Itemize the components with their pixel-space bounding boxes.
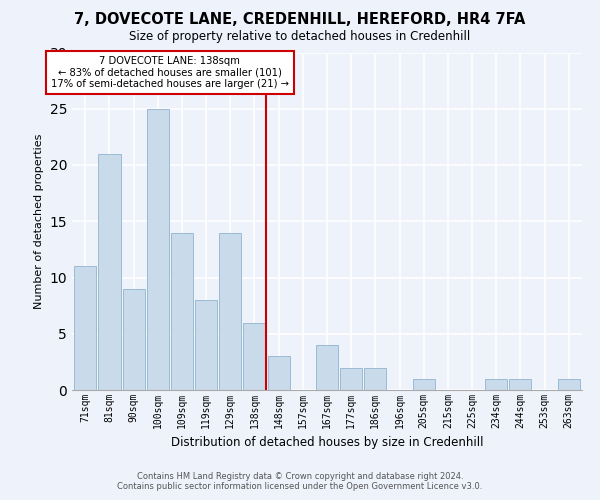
Bar [195,300,217,390]
Bar [98,154,121,390]
Bar [316,345,338,390]
Bar [219,232,241,390]
Text: 7 DOVECOTE LANE: 138sqm
← 83% of detached houses are smaller (101)
17% of semi-d: 7 DOVECOTE LANE: 138sqm ← 83% of detache… [51,56,289,90]
Bar [146,109,169,390]
Bar [557,379,580,390]
Bar [171,232,193,390]
X-axis label: Distribution of detached houses by size in Credenhill: Distribution of detached houses by size … [171,436,483,450]
Bar [340,368,362,390]
Bar [413,379,435,390]
Y-axis label: Number of detached properties: Number of detached properties [34,134,44,309]
Text: Size of property relative to detached houses in Credenhill: Size of property relative to detached ho… [130,30,470,43]
Bar [509,379,532,390]
Text: Contains HM Land Registry data © Crown copyright and database right 2024.
Contai: Contains HM Land Registry data © Crown c… [118,472,482,491]
Bar [244,322,266,390]
Text: 7, DOVECOTE LANE, CREDENHILL, HEREFORD, HR4 7FA: 7, DOVECOTE LANE, CREDENHILL, HEREFORD, … [74,12,526,28]
Bar [364,368,386,390]
Bar [485,379,508,390]
Bar [122,289,145,390]
Bar [74,266,97,390]
Bar [268,356,290,390]
